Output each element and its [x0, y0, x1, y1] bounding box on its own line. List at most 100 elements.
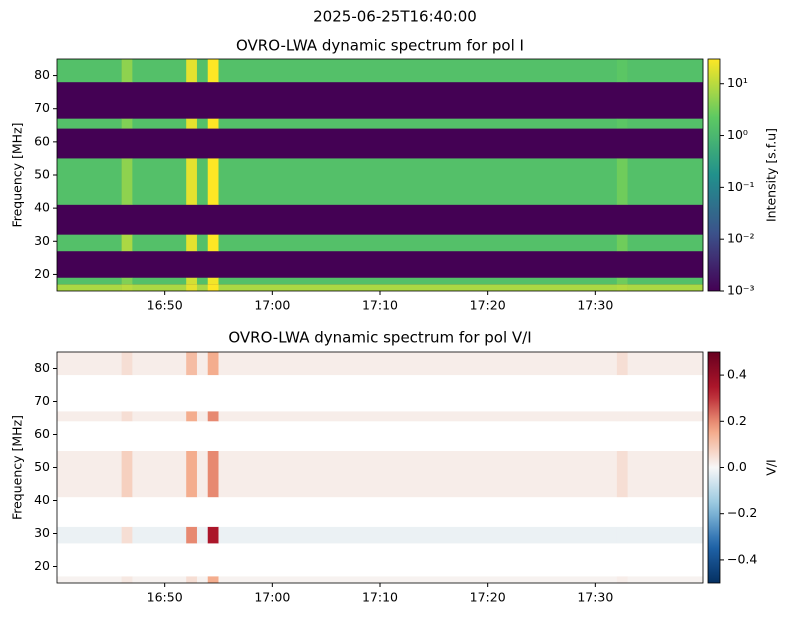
- heatmap-cell: [218, 277, 618, 285]
- heatmap-cell: [132, 277, 187, 285]
- heatmap-cell: [207, 158, 219, 205]
- heatmap-cell: [627, 526, 704, 544]
- heatmap-cell: [218, 451, 618, 498]
- heatmap-cell: [132, 352, 187, 376]
- x-tick-label: 17:00: [254, 298, 290, 313]
- heatmap-cell: [218, 158, 618, 205]
- heatmap-cell: [196, 526, 209, 544]
- colorbar-label: V/I: [764, 459, 779, 475]
- colorbar-tick-label: 0.4: [727, 367, 747, 382]
- heatmap-cell: [121, 451, 133, 498]
- heatmap-cell: [616, 576, 628, 583]
- heatmap-cell: [186, 451, 198, 498]
- colorbar-tick-label: −0.2: [727, 505, 757, 520]
- x-tick-label: 17:20: [470, 298, 506, 313]
- y-tick-label: 50: [34, 167, 50, 182]
- heatmap-cell: [207, 526, 219, 544]
- heatmap-cell: [616, 411, 628, 422]
- heatmap-cell: [207, 451, 219, 498]
- y-tick-label: 30: [34, 525, 50, 540]
- heatmap-cell: [186, 284, 198, 291]
- x-tick-label: 17:30: [577, 298, 613, 313]
- y-tick-label: 40: [34, 200, 50, 215]
- y-axis-label: Frequency [MHz]: [10, 122, 25, 227]
- y-tick-label: 80: [34, 360, 50, 375]
- y-tick-label: 70: [34, 100, 50, 115]
- y-tick-label: 30: [34, 233, 50, 248]
- heatmap-cell: [616, 451, 628, 498]
- heatmap-cell: [186, 277, 198, 285]
- heatmap-cell: [57, 158, 122, 205]
- y-tick-label: 50: [34, 459, 50, 474]
- heatmap-cell: [616, 526, 628, 544]
- heatmap-cell: [57, 451, 122, 498]
- heatmap-cell: [186, 234, 198, 252]
- heatmap-cell: [196, 277, 209, 285]
- heatmap-cell: [196, 59, 209, 83]
- x-tick-label: 17:10: [362, 298, 398, 313]
- heatmap-cell: [196, 234, 209, 252]
- heatmap-cell: [616, 234, 628, 252]
- heatmap-cell: [627, 576, 704, 583]
- figure-title: 2025-06-25T16:40:00: [313, 8, 477, 26]
- heatmap-cell: [616, 277, 628, 285]
- heatmap-cell: [218, 284, 618, 291]
- heatmap-cell: [627, 352, 704, 376]
- heatmap-cell: [186, 59, 198, 83]
- y-tick-label: 60: [34, 133, 50, 148]
- y-tick-label: 20: [34, 558, 50, 573]
- heatmap-cell: [627, 158, 704, 205]
- heatmap-cell: [218, 118, 618, 129]
- x-tick-label: 17:20: [470, 590, 506, 605]
- colorbar-tick-label: 0.2: [727, 413, 747, 428]
- heatmap-cell: [186, 352, 198, 376]
- heatmap-cell: [57, 284, 122, 291]
- heatmap-cell: [57, 411, 122, 422]
- heatmap-cell: [627, 277, 704, 285]
- heatmap-cell: [121, 576, 133, 583]
- heatmap-cell: [616, 352, 628, 376]
- heatmap-cell: [196, 284, 209, 291]
- heatmap-cell: [57, 526, 122, 544]
- heatmap-cell: [186, 526, 198, 544]
- heatmap-cell: [186, 411, 198, 422]
- x-tick-label: 17:30: [577, 590, 613, 605]
- heatmap-cell: [121, 59, 133, 83]
- heatmap-cell: [616, 59, 628, 83]
- heatmap-cell: [132, 576, 187, 583]
- y-tick-label: 70: [34, 393, 50, 408]
- heatmap-cell: [218, 59, 618, 83]
- heatmap-cell: [57, 59, 122, 83]
- y-tick-label: 60: [34, 426, 50, 441]
- colorbar-tick-label: 10⁻³: [727, 283, 755, 298]
- heatmap-cell: [132, 411, 187, 422]
- heatmap-cell: [616, 284, 628, 291]
- heatmap-cell: [218, 411, 618, 422]
- heatmap-cell: [627, 411, 704, 422]
- heatmap-cell: [218, 576, 618, 583]
- heatmap-cell: [207, 284, 219, 291]
- x-tick-label: 17:10: [362, 590, 398, 605]
- heatmap-cell: [207, 576, 219, 583]
- heatmap-cell: [207, 118, 219, 129]
- heatmap-cell: [196, 576, 209, 583]
- heatmap-cell: [218, 352, 618, 376]
- colorbar-label: Intensity [s.f.u]: [764, 128, 779, 222]
- y-tick-label: 80: [34, 67, 50, 82]
- colorbar-tick-label: 10⁻¹: [727, 179, 755, 194]
- x-tick-label: 16:50: [147, 298, 183, 313]
- x-tick-label: 16:50: [147, 590, 183, 605]
- heatmap-cell: [57, 277, 122, 285]
- heatmap-cell: [218, 234, 618, 252]
- heatmap-cell: [121, 526, 133, 544]
- heatmap-cell: [132, 451, 187, 498]
- heatmap-cell: [57, 576, 122, 583]
- heatmap-cell: [121, 352, 133, 376]
- heatmap-cell: [218, 526, 618, 544]
- heatmap-cell: [132, 526, 187, 544]
- heatmap-cell: [121, 411, 133, 422]
- colorbar: [707, 58, 721, 292]
- heatmap-cell: [616, 118, 628, 129]
- heatmap-cell: [196, 352, 209, 376]
- heatmap-cell: [196, 118, 209, 129]
